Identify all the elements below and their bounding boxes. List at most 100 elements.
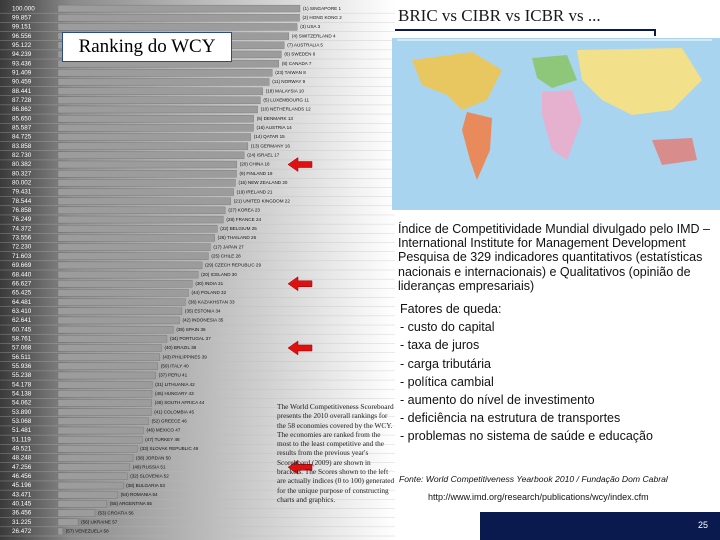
- category-label: (5) DENMARK 13: [257, 116, 294, 121]
- value-label: 26.472: [12, 528, 32, 535]
- bar: [57, 399, 152, 407]
- category-label: (50) ITALY 40: [161, 364, 189, 369]
- value-label: 40.145: [12, 501, 32, 508]
- factor-item: - aumento do nível de investimento: [400, 393, 595, 408]
- arrow: [287, 157, 313, 172]
- bar: [57, 454, 134, 462]
- category-label: (40) BRAZIL 38: [164, 345, 196, 350]
- bar: [57, 243, 211, 251]
- value-label: 80.327: [12, 170, 32, 177]
- bar: [57, 206, 226, 215]
- value-label: 99.857: [12, 14, 32, 21]
- bar: [57, 335, 168, 343]
- arrow: [287, 276, 313, 292]
- value-label: 53.068: [12, 418, 32, 425]
- value-label: 91.409: [12, 69, 32, 76]
- value-label: 72.230: [12, 244, 32, 251]
- value-label: 55.238: [12, 372, 32, 379]
- decor: [392, 29, 720, 210]
- bar: [57, 481, 124, 490]
- category-label: (23) TAIWAN 8: [275, 70, 306, 75]
- category-label: (5) LUXEMBOURG 11: [263, 98, 309, 103]
- factor-item: - problemas no sistema de saúde e educaç…: [400, 429, 653, 444]
- value-label: 80.382: [12, 161, 32, 168]
- value-label: 48.248: [12, 455, 32, 462]
- value-label: 57.068: [12, 345, 32, 352]
- value-label: 49.521: [12, 446, 32, 453]
- value-label: 90.459: [12, 79, 32, 86]
- category-label: (29) CZECH REPUBLIC 29: [205, 263, 261, 268]
- bar: [57, 344, 162, 352]
- bar: [57, 96, 261, 104]
- bar: [57, 381, 153, 389]
- factors: Fatores de queda: - custo do capital - ta…: [398, 300, 716, 446]
- value-label: 47.256: [12, 464, 32, 471]
- bar: [57, 426, 144, 435]
- bar: [57, 215, 224, 224]
- category-label: (34) PORTUGAL 37: [170, 336, 211, 341]
- bar: [57, 252, 209, 260]
- category-label: (26) THAILAND 26: [218, 235, 257, 240]
- category-label: (22) BELGIUM 25: [220, 226, 257, 231]
- bar: [57, 188, 234, 196]
- slide-title: BRIC vs CIBR vs ICBR vs ...: [398, 6, 601, 25]
- value-label: 36.456: [12, 510, 32, 517]
- category-label: (44) POLAND 32: [191, 290, 226, 295]
- value-label: 76.858: [12, 207, 32, 214]
- bar: [57, 124, 254, 132]
- bar: [57, 371, 156, 380]
- category-label: (30) INDIA 31: [195, 281, 223, 286]
- category-label: (46) MEXICO 47: [146, 428, 180, 433]
- bar: [57, 170, 237, 178]
- value-label: 74.372: [12, 225, 32, 232]
- bar: [57, 280, 193, 288]
- value-label: 83.858: [12, 143, 32, 150]
- value-label: 95.122: [12, 42, 32, 49]
- category-label: (18) MALAYSIA 10: [266, 88, 305, 93]
- bar: [57, 133, 251, 141]
- bar: [57, 417, 149, 425]
- value-label: 43.471: [12, 491, 32, 498]
- factor-item: - taxa de juros: [400, 338, 480, 353]
- bar: [57, 151, 245, 159]
- value-label: 86.862: [12, 106, 32, 113]
- value-label: 82.730: [12, 152, 32, 159]
- bar: [57, 307, 183, 315]
- category-label: (24) ISRAEL 17: [247, 153, 279, 158]
- value-label: 31.225: [12, 519, 32, 526]
- value-label: 78.544: [12, 198, 32, 205]
- bar: [57, 270, 199, 279]
- value-label: 66.627: [12, 280, 32, 287]
- value-label: 55.936: [12, 363, 32, 370]
- value-label: 79.431: [12, 189, 32, 196]
- category-label: (7) AUSTRALIA 5: [287, 42, 323, 47]
- arrow: [287, 459, 313, 475]
- bar: [57, 408, 152, 416]
- category-label: (32) SLOVENIA 52: [130, 474, 169, 479]
- value-label: 85.587: [12, 124, 32, 131]
- bar: [57, 518, 79, 526]
- bar: [57, 390, 153, 398]
- bar: [57, 115, 254, 123]
- value-label: 85.650: [12, 115, 32, 122]
- category-label: (21) UNITED KINGDOM 22: [234, 198, 291, 203]
- category-label: (39) SPAIN 36: [176, 327, 206, 332]
- factor-item: - deficiência na estrutura de transporte…: [400, 411, 621, 426]
- source: Fonte: World Competitiveness Yearbook 20…: [399, 474, 668, 484]
- bar: [57, 78, 270, 86]
- ranking-chart: 100.000 (1) SINGAPORE 1 99.857 (2) HONG KON…: [0, 0, 395, 540]
- category-label: (2) HONG KONG 2: [303, 15, 343, 20]
- value-label: 54.178: [12, 381, 32, 388]
- bar: [57, 353, 160, 361]
- category-label: (57) VENEZUELA 58: [66, 529, 109, 534]
- chart-note: The World Competitiveness Scoreboard pre…: [277, 402, 395, 504]
- value-label: 53.890: [12, 409, 32, 416]
- info-line: Índice de Competitividade Mundial divulg…: [398, 222, 710, 251]
- category-label: (15) NEW ZEALAND 20: [238, 180, 287, 185]
- category-label: (53) CROATIA 56: [98, 510, 134, 515]
- category-label: (43) PHILIPPINES 39: [163, 354, 208, 359]
- category-label: (6) SWEDEN 6: [284, 52, 315, 57]
- category-label: (52) GREECE 46: [152, 419, 188, 424]
- category-label: (9) FINLAND 19: [240, 171, 273, 176]
- category-label: (11) NORWAY 9: [272, 79, 305, 84]
